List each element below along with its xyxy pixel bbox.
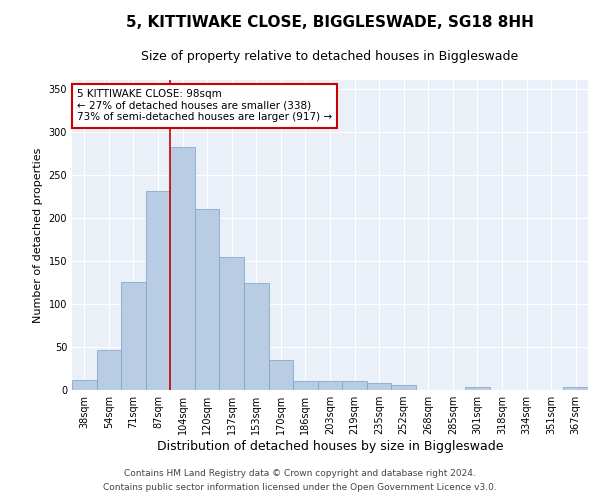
Bar [318,380,342,390]
Bar [195,209,220,390]
X-axis label: Distribution of detached houses by size in Biggleswade: Distribution of detached houses by size … [157,440,503,453]
Bar [269,360,293,390]
Bar [293,380,318,390]
Text: Contains HM Land Registry data © Crown copyright and database right 2024.: Contains HM Land Registry data © Crown c… [124,468,476,477]
Bar [220,256,244,390]
Text: Contains public sector information licensed under the Open Government Licence v3: Contains public sector information licen… [103,484,497,492]
Text: 5, KITTIWAKE CLOSE, BIGGLESWADE, SG18 8HH: 5, KITTIWAKE CLOSE, BIGGLESWADE, SG18 8H… [126,15,534,30]
Bar [563,388,588,390]
Bar [146,191,170,390]
Text: Size of property relative to detached houses in Biggleswade: Size of property relative to detached ho… [142,50,518,63]
Bar [367,383,391,390]
Bar [170,147,195,390]
Bar [465,388,490,390]
Bar [342,382,367,390]
Bar [97,350,121,390]
Bar [391,385,416,390]
Bar [121,282,146,390]
Bar [72,380,97,390]
Y-axis label: Number of detached properties: Number of detached properties [33,148,43,322]
Text: 5 KITTIWAKE CLOSE: 98sqm
← 27% of detached houses are smaller (338)
73% of semi-: 5 KITTIWAKE CLOSE: 98sqm ← 27% of detach… [77,90,332,122]
Bar [244,283,269,390]
